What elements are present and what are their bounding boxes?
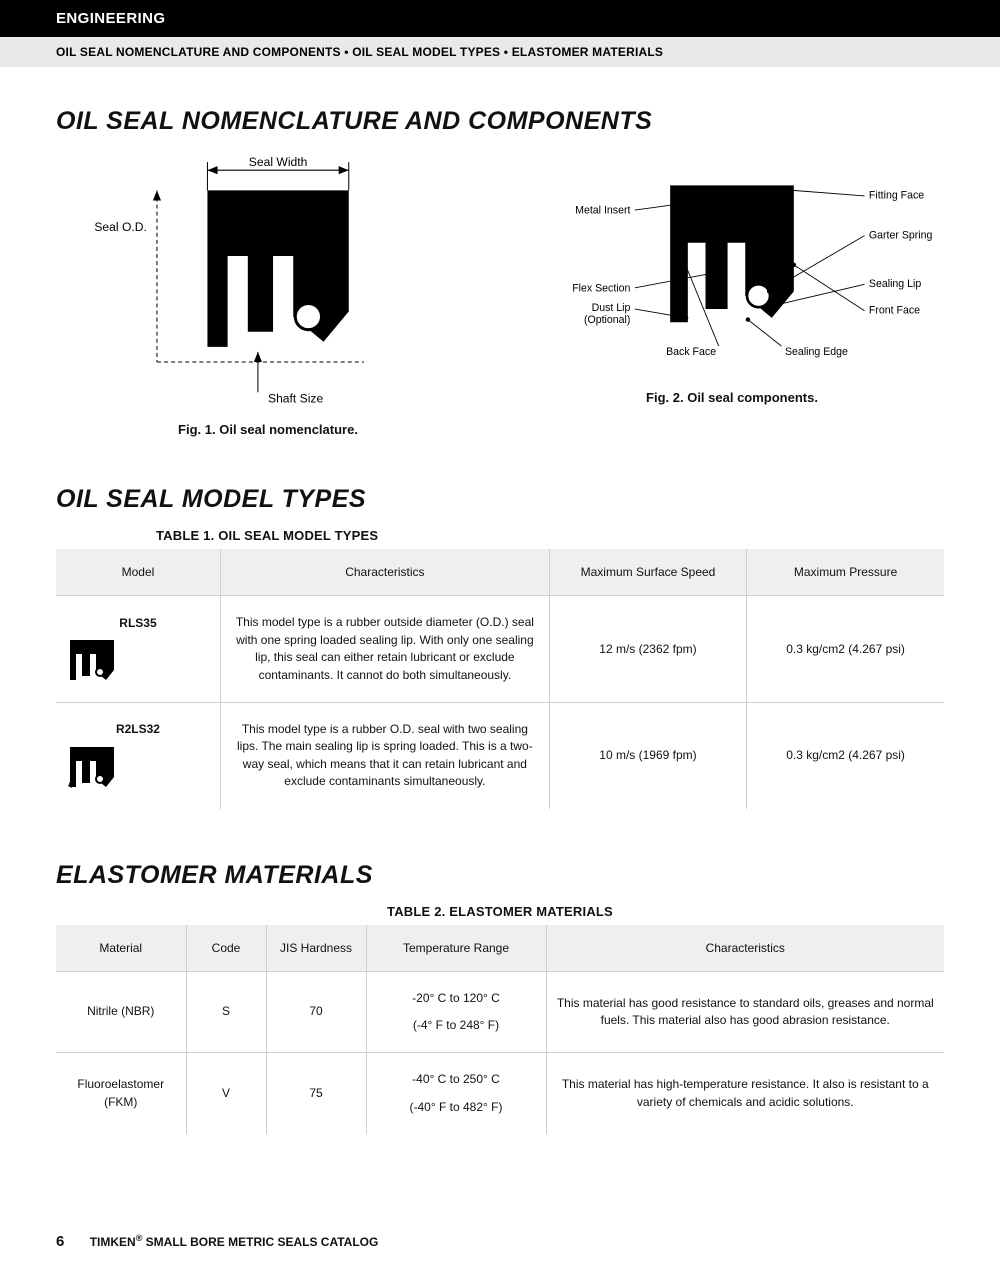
temp-c: -20° C to 120° C bbox=[412, 991, 500, 1005]
col-header: Characteristics bbox=[546, 925, 944, 972]
table-elastomers: Material Code JIS Hardness Temperature R… bbox=[56, 925, 944, 1135]
figure-1: Seal Width Seal O.D. Shaft Size Fig. 1. … bbox=[56, 150, 480, 437]
figure-1-caption: Fig. 1. Oil seal nomenclature. bbox=[178, 422, 358, 437]
label-fitting-face: Fitting Face bbox=[869, 190, 924, 202]
table-row: Fluoroelastomer (FKM) V 75 -40° C to 250… bbox=[56, 1053, 944, 1134]
table-row: Material Code JIS Hardness Temperature R… bbox=[56, 925, 944, 972]
seal-nomenclature-diagram: Seal Width Seal O.D. Shaft Size bbox=[56, 150, 480, 412]
cell-pressure: 0.3 kg/cm2 (4.267 psi) bbox=[747, 703, 944, 809]
label-seal-od: Seal O.D. bbox=[94, 220, 147, 234]
label-flex-section: Flex Section bbox=[572, 282, 630, 294]
label-dust-lip-2: (Optional) bbox=[584, 314, 630, 326]
temp-f: (-40° F to 482° F) bbox=[377, 1099, 536, 1116]
cell-temp: -20° C to 120° C (-4° F to 248° F) bbox=[366, 971, 546, 1053]
cell-code: V bbox=[186, 1053, 266, 1134]
table-row: R2LS32 This model type is a rubber O.D. … bbox=[56, 703, 944, 809]
content: OIL SEAL NOMENCLATURE AND COMPONENTS bbox=[0, 67, 1000, 1134]
col-header: Maximum Pressure bbox=[747, 549, 944, 596]
cell-hardness: 70 bbox=[266, 971, 366, 1053]
table-1-title: TABLE 1. OIL SEAL MODEL TYPES bbox=[156, 528, 944, 543]
table-row: Model Characteristics Maximum Surface Sp… bbox=[56, 549, 944, 596]
figure-2-caption: Fig. 2. Oil seal components. bbox=[646, 390, 818, 405]
temp-f: (-4° F to 248° F) bbox=[377, 1017, 536, 1034]
col-header: Model bbox=[56, 549, 220, 596]
cell-characteristics: This model type is a rubber O.D. seal wi… bbox=[220, 703, 549, 809]
cell-code: S bbox=[186, 971, 266, 1053]
cell-characteristics: This model type is a rubber outside diam… bbox=[220, 596, 549, 703]
label-garter-spring: Garter Spring bbox=[869, 229, 933, 241]
table-2-title: TABLE 2. ELASTOMER MATERIALS bbox=[56, 904, 944, 919]
section-title-model-types: OIL SEAL MODEL TYPES bbox=[56, 485, 944, 514]
table-model-types: Model Characteristics Maximum Surface Sp… bbox=[56, 549, 944, 808]
cell-pressure: 0.3 kg/cm2 (4.267 psi) bbox=[747, 596, 944, 703]
label-back-face: Back Face bbox=[666, 346, 716, 358]
seal-icon bbox=[66, 743, 122, 791]
seal-components-diagram: Metal Insert Flex Section Dust Lip (Opti… bbox=[520, 150, 944, 380]
label-dust-lip-1: Dust Lip bbox=[592, 302, 631, 314]
label-sealing-edge: Sealing Edge bbox=[785, 346, 848, 358]
col-header: Code bbox=[186, 925, 266, 972]
figure-2: Metal Insert Flex Section Dust Lip (Opti… bbox=[520, 150, 944, 437]
label-shaft-size: Shaft Size bbox=[268, 391, 323, 405]
temp-c: -40° C to 250° C bbox=[412, 1072, 500, 1086]
cell-characteristics: This material has good resistance to sta… bbox=[546, 971, 944, 1053]
table-row: RLS35 This model type is a rubber outsid… bbox=[56, 596, 944, 703]
footer-brand: TIMKEN bbox=[90, 1235, 136, 1249]
label-seal-width: Seal Width bbox=[249, 155, 308, 169]
cell-temp: -40° C to 250° C (-40° F to 482° F) bbox=[366, 1053, 546, 1134]
cell-speed: 10 m/s (1969 fpm) bbox=[549, 703, 746, 809]
label-metal-insert: Metal Insert bbox=[575, 205, 630, 217]
col-header: JIS Hardness bbox=[266, 925, 366, 972]
seal-icon bbox=[66, 636, 122, 684]
page-footer: 6 TIMKEN® SMALL BORE METRIC SEALS CATALO… bbox=[56, 1233, 378, 1250]
section-title-elastomers: ELASTOMER MATERIALS bbox=[56, 861, 944, 890]
cell-model: R2LS32 bbox=[56, 703, 220, 809]
cell-material: Fluoroelastomer (FKM) bbox=[56, 1053, 186, 1134]
page: ENGINEERING OIL SEAL NOMENCLATURE AND CO… bbox=[0, 0, 1000, 1280]
figures-row: Seal Width Seal O.D. Shaft Size Fig. 1. … bbox=[56, 150, 944, 437]
col-header: Temperature Range bbox=[366, 925, 546, 972]
cell-speed: 12 m/s (2362 fpm) bbox=[549, 596, 746, 703]
cell-hardness: 75 bbox=[266, 1053, 366, 1134]
footer-title: SMALL BORE METRIC SEALS CATALOG bbox=[142, 1235, 378, 1249]
model-name: R2LS32 bbox=[66, 721, 210, 738]
page-number: 6 bbox=[56, 1233, 64, 1250]
header-black-band: ENGINEERING bbox=[0, 0, 1000, 37]
model-name: RLS35 bbox=[66, 615, 210, 632]
cell-material: Nitrile (NBR) bbox=[56, 971, 186, 1053]
col-header: Characteristics bbox=[220, 549, 549, 596]
col-header: Maximum Surface Speed bbox=[549, 549, 746, 596]
section-title-nomenclature: OIL SEAL NOMENCLATURE AND COMPONENTS bbox=[56, 107, 944, 136]
label-sealing-lip: Sealing Lip bbox=[869, 278, 921, 290]
label-front-face: Front Face bbox=[869, 304, 920, 316]
cell-model: RLS35 bbox=[56, 596, 220, 703]
col-header: Material bbox=[56, 925, 186, 972]
header-grey-band: OIL SEAL NOMENCLATURE AND COMPONENTS • O… bbox=[0, 37, 1000, 67]
cell-characteristics: This material has high-temperature resis… bbox=[546, 1053, 944, 1134]
table-row: Nitrile (NBR) S 70 -20° C to 120° C (-4°… bbox=[56, 971, 944, 1053]
